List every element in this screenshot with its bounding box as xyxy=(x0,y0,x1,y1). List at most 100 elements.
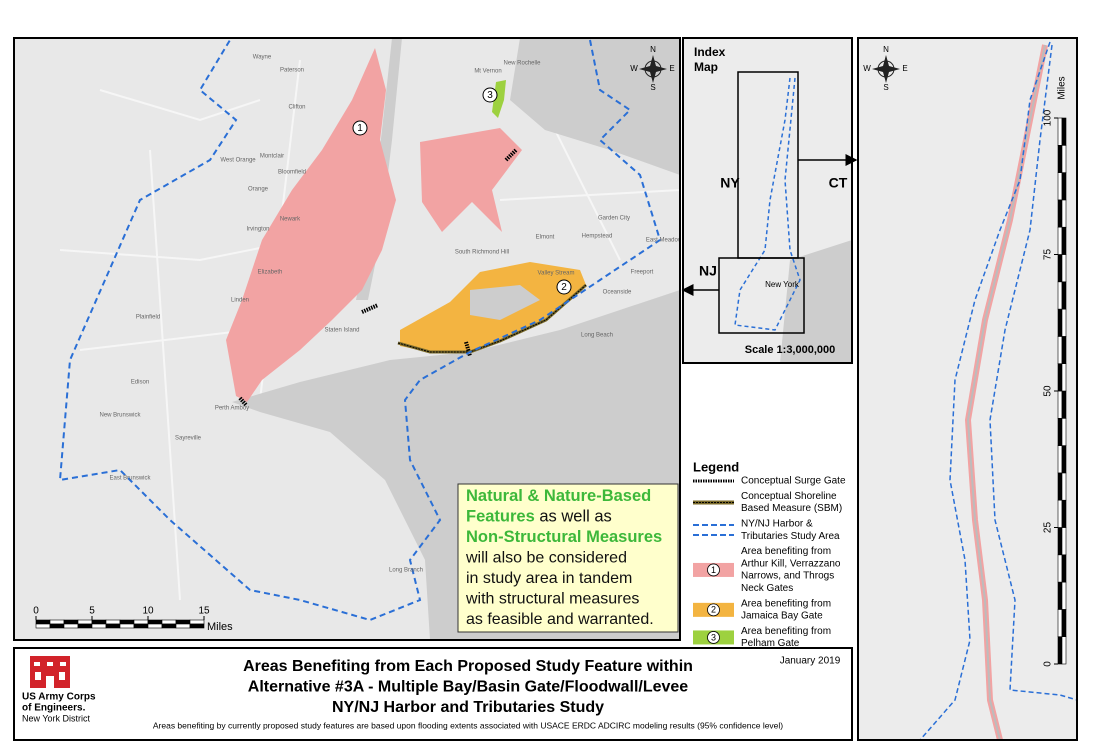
strip-scale-segment xyxy=(1057,581,1063,610)
strip-land xyxy=(858,38,1077,740)
place-label: South Richmond Hill xyxy=(455,250,509,256)
legend-label: Tributaries Study Area xyxy=(741,531,840,542)
scale-segment xyxy=(105,619,121,625)
legend-marker xyxy=(707,603,720,617)
strip-scale-label: 25 xyxy=(1043,522,1054,534)
strip-scale-segment xyxy=(1061,363,1067,392)
legend-study-area xyxy=(693,524,734,537)
scale-segment xyxy=(35,619,51,625)
strip-scale-segment xyxy=(1057,199,1063,228)
callout-text: as feasible and warranted. xyxy=(466,611,654,628)
compass-letter: S xyxy=(883,83,888,92)
scale-segment xyxy=(91,623,107,629)
place-label: Clifton xyxy=(288,105,305,111)
scale-segment xyxy=(91,619,107,625)
legend-marker xyxy=(707,631,720,644)
callout-line: with structural measures xyxy=(465,591,639,608)
index-title: Map xyxy=(694,60,718,74)
index-title: Index xyxy=(694,45,726,59)
legend-label: Area benefiting from xyxy=(741,626,831,637)
strip-map xyxy=(858,38,1077,740)
jamaica-bay xyxy=(470,285,540,320)
shoreline-measure xyxy=(397,284,587,353)
map-title: Alternative #3A - Multiple Bay/Basin Gat… xyxy=(248,679,689,696)
legend-marker-label: 2 xyxy=(711,605,716,615)
place-label: New Rochelle xyxy=(503,61,541,67)
scale-segment xyxy=(35,623,51,629)
callout-box xyxy=(457,483,679,633)
strip-scale-segment xyxy=(1057,308,1063,337)
strip-scale-segment xyxy=(1061,117,1067,146)
agency-label: US Army Corps xyxy=(22,692,96,703)
place-label: Linden xyxy=(231,298,249,304)
place-label: Mt Vernon xyxy=(474,69,501,75)
sound xyxy=(510,38,680,175)
strip-scale-segment xyxy=(1057,390,1063,419)
compass-letter: W xyxy=(863,64,871,73)
scale-label: 0 xyxy=(33,606,39,617)
index-label: New York xyxy=(765,280,800,289)
place-label: Edison xyxy=(131,380,149,386)
strip-scale-segment xyxy=(1061,636,1067,665)
area-marker-label: 2 xyxy=(561,282,567,293)
strip-scale-segment xyxy=(1061,527,1067,556)
scale-segment xyxy=(77,623,93,629)
compass-ring xyxy=(877,60,895,78)
scale-segment xyxy=(119,623,135,629)
legend-marker xyxy=(707,563,720,577)
agency-label: New York District xyxy=(22,713,91,723)
strip-scale-segment xyxy=(1061,254,1067,283)
callout-line: in study area in tandem xyxy=(466,570,632,587)
compass-letter: E xyxy=(669,64,674,73)
surge-gate xyxy=(238,148,518,407)
callout-line: as feasible and warranted. xyxy=(466,611,654,628)
place-label: Long Beach xyxy=(581,333,613,339)
legend-marker-label: 1 xyxy=(711,565,716,575)
logo-detail xyxy=(34,662,66,688)
compass-letter: W xyxy=(630,64,638,73)
scale-segment xyxy=(49,619,65,625)
strip-scale-segment xyxy=(1057,145,1063,173)
place-label: Hempstead xyxy=(582,234,613,240)
legend-label: Neck Gates xyxy=(741,583,793,594)
index-label: NJ xyxy=(699,263,717,279)
strip-scale-segment xyxy=(1057,554,1063,583)
legend-label: Jamaica Bay Gate xyxy=(741,611,823,622)
strip-border xyxy=(857,37,1078,741)
scale-segment xyxy=(133,623,149,629)
place-label: Paterson xyxy=(280,68,304,74)
index-label: NY xyxy=(720,175,740,191)
compass-star xyxy=(872,55,900,83)
place-label: Montclair xyxy=(260,154,284,160)
strip-scale-segment xyxy=(1057,336,1063,364)
place-label: West Orange xyxy=(220,158,256,164)
place-label: Freeport xyxy=(631,270,654,276)
strip-scale-label: 100 xyxy=(1043,109,1054,126)
scale-segment xyxy=(147,623,163,629)
strip-scale-segment xyxy=(1057,527,1063,556)
place-label: Long Branch xyxy=(389,568,423,574)
strip-scale-segment xyxy=(1061,499,1067,528)
place-label: New Brunswick xyxy=(99,413,141,419)
scale-segment xyxy=(63,619,79,625)
area-marker xyxy=(556,279,572,295)
place-label: Oceanside xyxy=(603,290,632,296)
legend-title: Legend xyxy=(693,459,739,474)
scale-segment xyxy=(77,619,93,625)
index-label: CT xyxy=(829,175,848,191)
place-label: Bloomfield xyxy=(278,170,306,176)
callout-line: will also be considered xyxy=(465,550,627,567)
legend-label: Conceptual Surge Gate xyxy=(741,476,846,487)
map-title: NY/NJ Harbor and Tributaries Study xyxy=(332,699,604,716)
main-frame xyxy=(13,37,681,641)
strip-scale-label: 0 xyxy=(1043,661,1054,667)
scale-unit: Miles xyxy=(207,621,233,633)
callout-text: in study area in tandem xyxy=(466,570,632,587)
index-map xyxy=(683,38,852,363)
compass-letter: N xyxy=(650,45,656,54)
scale-segment xyxy=(105,623,121,629)
place-label: Plainfield xyxy=(136,315,160,321)
callout-text: with structural measures xyxy=(465,591,639,608)
scale-segment xyxy=(161,619,177,625)
legend-label: Arthur Kill, Verrazzano xyxy=(741,558,841,569)
